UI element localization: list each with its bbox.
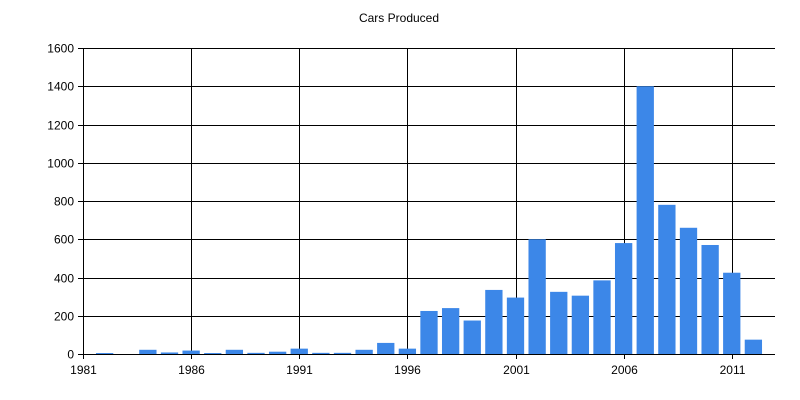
chart-title: Cars Produced (359, 11, 439, 25)
y-tick-label: 800 (54, 195, 74, 209)
y-tick-label: 200 (54, 310, 74, 324)
bar (95, 353, 114, 354)
y-tick-label: 1200 (47, 119, 74, 133)
bar (679, 227, 698, 354)
bar (571, 295, 590, 354)
bar (268, 351, 287, 354)
bar (398, 348, 417, 354)
y-tick-label: 1600 (47, 42, 74, 56)
bar (247, 352, 265, 354)
x-tick-label: 1991 (286, 363, 313, 377)
bar (463, 320, 481, 354)
bar (593, 280, 611, 354)
x-tick-label: 1981 (70, 363, 97, 377)
y-tick-label: 400 (54, 272, 74, 286)
y-tick-label: 600 (54, 233, 74, 247)
bar (355, 349, 373, 354)
bar (506, 297, 525, 354)
x-tick-label: 1996 (394, 363, 421, 377)
bar (160, 352, 179, 354)
bar (701, 244, 719, 354)
bar (528, 239, 546, 354)
bar (225, 349, 244, 354)
bar (333, 352, 352, 354)
x-tick-label: 2001 (503, 363, 530, 377)
x-tick-label: 2011 (720, 363, 746, 377)
x-axis-ticks: 1981 1986 1991 1996 2001 2006 2011 (70, 363, 746, 377)
y-tick-label: 1400 (47, 80, 74, 94)
y-axis-ticks: 0 200 400 600 800 1000 1200 1400 1600 (47, 42, 74, 362)
bar (550, 291, 568, 354)
axes (78, 48, 775, 359)
bar (182, 350, 200, 354)
bar (658, 204, 676, 354)
bar (441, 308, 460, 354)
bar (420, 310, 438, 354)
bar (636, 86, 654, 354)
bar-series (95, 86, 763, 354)
bar (290, 348, 308, 354)
x-tick-label: 1986 (178, 363, 205, 377)
bar (312, 352, 330, 354)
bar (204, 353, 222, 354)
bar (485, 289, 503, 354)
bar (744, 339, 763, 354)
bar (139, 349, 157, 354)
y-tick-label: 1000 (47, 157, 74, 171)
bar (723, 272, 741, 354)
bar (377, 342, 395, 354)
y-tick-label: 0 (67, 348, 74, 362)
bar (614, 243, 633, 354)
x-tick-label: 2006 (611, 363, 638, 377)
